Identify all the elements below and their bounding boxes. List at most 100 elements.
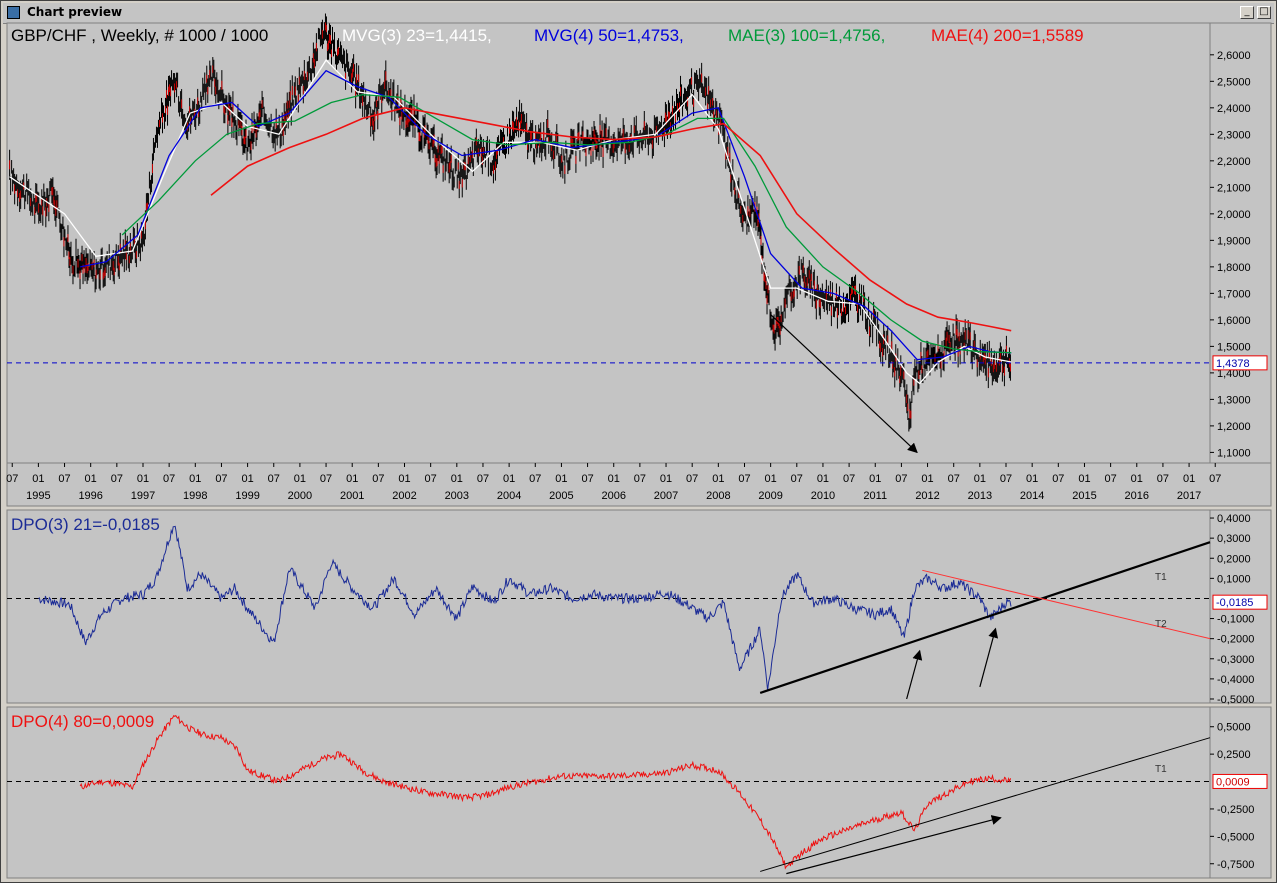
y-tick-label: -0,2500 <box>1217 804 1254 816</box>
x-tick-label: 07 <box>1000 473 1012 485</box>
dpo3-title: DPO(3) 21=-0,0185 <box>11 515 160 534</box>
x-year-label: 2016 <box>1125 490 1149 502</box>
x-tick-label: 07 <box>163 473 175 485</box>
x-tick-label: 01 <box>1026 473 1038 485</box>
y-tick-label: -0,1000 <box>1217 614 1254 626</box>
y-tick-label: 1,6000 <box>1217 315 1251 327</box>
y-tick-label: 1,5000 <box>1217 341 1251 353</box>
panel-3-y-axis-area <box>1209 706 1272 879</box>
x-year-label: 1998 <box>183 490 207 502</box>
dpo3-current-label: -0,0185 <box>1216 597 1253 609</box>
current-price-box <box>1212 355 1268 371</box>
ma-line-mae4 <box>210 106 1012 332</box>
y-tick-label: 2,2000 <box>1217 156 1251 168</box>
legend-entry: MVG(4) 50=1,4753, <box>534 26 684 45</box>
x-year-label: 1997 <box>131 490 155 502</box>
x-tick-label: 01 <box>869 473 881 485</box>
app-icon <box>7 6 20 19</box>
x-year-label: 2008 <box>706 490 730 502</box>
legend-entry: MVG(3) 23=1,4415, <box>342 26 492 45</box>
x-tick-label: 01 <box>765 473 777 485</box>
support-arrow <box>906 649 923 700</box>
y-tick-label: 0,3000 <box>1217 533 1251 545</box>
trendline-label: T2 <box>1155 619 1167 630</box>
ma-line-mvg3 <box>9 59 1012 385</box>
ma-line-mvg4 <box>80 69 1012 361</box>
minimize-icon: _ <box>1244 6 1250 17</box>
main-chart-header: GBP/CHF , Weekly, # 1000 / 1000 <box>11 26 268 45</box>
x-tick-label: 01 <box>1183 473 1195 485</box>
x-tick-label: 01 <box>32 473 44 485</box>
panel-2-plot-area <box>6 509 1211 704</box>
trendline-t2 <box>922 569 1211 640</box>
y-tick-label: 2,4000 <box>1217 103 1251 115</box>
x-tick-label: 01 <box>1131 473 1143 485</box>
x-tick-label: 07 <box>111 473 123 485</box>
x-year-label: 2010 <box>811 490 835 502</box>
x-tick-label: 07 <box>529 473 541 485</box>
panel-1-plot-area <box>6 22 1211 464</box>
x-tick-label: 01 <box>346 473 358 485</box>
trendline-label: T1 <box>1155 764 1167 775</box>
x-tick-label: 01 <box>974 473 986 485</box>
y-tick-label: 1,8000 <box>1217 262 1251 274</box>
x-year-label: 2011 <box>863 490 887 502</box>
x-tick-label: 01 <box>1078 473 1090 485</box>
x-axis-area <box>6 462 1272 507</box>
y-tick-label: -0,5000 <box>1217 694 1254 706</box>
y-tick-label: 0,5000 <box>1217 722 1251 734</box>
x-tick-label: 01 <box>294 473 306 485</box>
y-tick-label: 2,0000 <box>1217 209 1251 221</box>
x-tick-label: 07 <box>948 473 960 485</box>
x-tick-label: 01 <box>712 473 724 485</box>
x-year-label: 2003 <box>445 490 469 502</box>
legend-entry: MAE(4) 200=1,5589 <box>931 26 1084 45</box>
support-arrow <box>979 627 999 688</box>
x-tick-label: 01 <box>921 473 933 485</box>
ma-line-mae3 <box>121 93 1012 354</box>
x-year-label: 2017 <box>1177 490 1201 502</box>
y-tick-label: 0,2000 <box>1217 553 1251 565</box>
x-year-label: 2005 <box>549 490 573 502</box>
y-tick-label: -0,4000 <box>1217 674 1254 686</box>
x-year-label: 2007 <box>654 490 678 502</box>
x-year-label: 2009 <box>758 490 782 502</box>
dpo3-line <box>38 525 1012 691</box>
x-tick-label: 01 <box>660 473 672 485</box>
x-year-label: 1999 <box>235 490 259 502</box>
dpo4-current-label: 0,0009 <box>1216 776 1250 788</box>
x-tick-label: 07 <box>634 473 646 485</box>
x-tick-label: 01 <box>817 473 829 485</box>
y-tick-label: 2,6000 <box>1217 50 1251 62</box>
maximize-button[interactable]: □ <box>1257 6 1271 19</box>
x-tick-label: 01 <box>189 473 201 485</box>
minimize-button[interactable]: _ <box>1240 6 1254 19</box>
y-tick-label: 1,7000 <box>1217 288 1251 300</box>
x-tick-label: 01 <box>555 473 567 485</box>
legend-entry: MAE(3) 100=1,4756, <box>728 26 885 45</box>
y-tick-label: -0,3000 <box>1217 654 1254 666</box>
support-arrow <box>786 815 1002 875</box>
x-year-label: 2014 <box>1020 490 1044 502</box>
x-year-label: 2004 <box>497 490 521 502</box>
x-year-label: 2002 <box>392 490 416 502</box>
x-tick-label: 07 <box>1104 473 1116 485</box>
dpo4-current-box <box>1212 773 1268 789</box>
y-tick-label: -0,5000 <box>1217 831 1254 843</box>
trendline-label: T1 <box>1155 572 1167 583</box>
x-tick-label: 07 <box>686 473 698 485</box>
x-year-label: 2013 <box>968 490 992 502</box>
x-tick-label: 01 <box>503 473 515 485</box>
x-tick-label: 07 <box>320 473 332 485</box>
x-tick-label: 01 <box>137 473 149 485</box>
x-tick-label: 07 <box>1157 473 1169 485</box>
x-tick-label: 01 <box>451 473 463 485</box>
trendline-t1 <box>759 541 1211 694</box>
x-tick-label: 07 <box>738 473 750 485</box>
y-tick-label: 0,2500 <box>1217 749 1251 761</box>
y-tick-label: 1,3000 <box>1217 394 1251 406</box>
y-tick-label: 1,4000 <box>1217 368 1251 380</box>
y-tick-label: 2,1000 <box>1217 182 1251 194</box>
x-year-label: 1996 <box>78 490 102 502</box>
trend-arrow <box>770 314 918 454</box>
